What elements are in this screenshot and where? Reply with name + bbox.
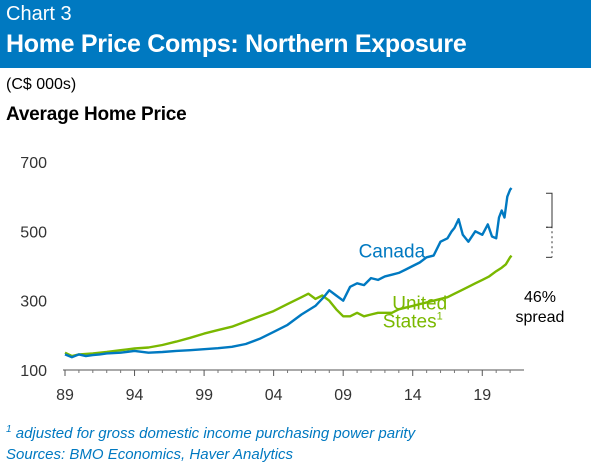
chart-number: Chart 3 <box>6 3 72 25</box>
chart-units: (C$ 000s) <box>6 76 77 93</box>
y-tick-label: 500 <box>20 224 47 241</box>
line-chart: 100 300 500 700 89 94 99 04 09 14 19 Canada UnitedS… <box>20 155 565 404</box>
series-label: States1 <box>383 311 443 333</box>
spread-bracket-top <box>546 192 553 228</box>
chart-header-banner <box>0 0 591 68</box>
spread-bracket-dashed <box>546 226 553 258</box>
x-tick-label: 14 <box>404 387 422 404</box>
footnote-marker: 1 <box>6 424 12 435</box>
footnote-text: adjusted for gross domestic income purch… <box>15 425 416 442</box>
spread-word-label: spread <box>516 309 565 326</box>
annotation-layer: 46% spread <box>516 192 565 326</box>
x-tick-label: 04 <box>265 387 283 404</box>
series-label: Canada <box>359 241 426 262</box>
x-tick-label: 19 <box>473 387 491 404</box>
y-tick-label: 700 <box>20 155 47 172</box>
chart-subtitle: Average Home Price <box>6 104 187 125</box>
series-label: United <box>392 293 447 314</box>
series-line-canada <box>64 187 513 359</box>
y-tick-label: 100 <box>20 363 47 380</box>
chart-title: Home Price Comps: Northern Exposure <box>6 30 467 58</box>
x-tick-label: 94 <box>126 387 144 404</box>
sources-note: Sources: BMO Economics, Haver Analytics <box>6 446 294 463</box>
series-label-marker: 1 <box>437 311 443 323</box>
y-tick-label: 300 <box>20 294 47 311</box>
spread-percent-label: 46% <box>524 289 556 306</box>
footnote: 1 adjusted for gross domestic income pur… <box>6 424 415 442</box>
x-tick-label: 99 <box>195 387 213 404</box>
x-tick-label: 09 <box>334 387 352 404</box>
axes: 100 300 500 700 89 94 99 04 09 14 19 <box>20 155 524 404</box>
x-tick-label: 89 <box>56 387 74 404</box>
series-line-united-states <box>64 254 513 358</box>
